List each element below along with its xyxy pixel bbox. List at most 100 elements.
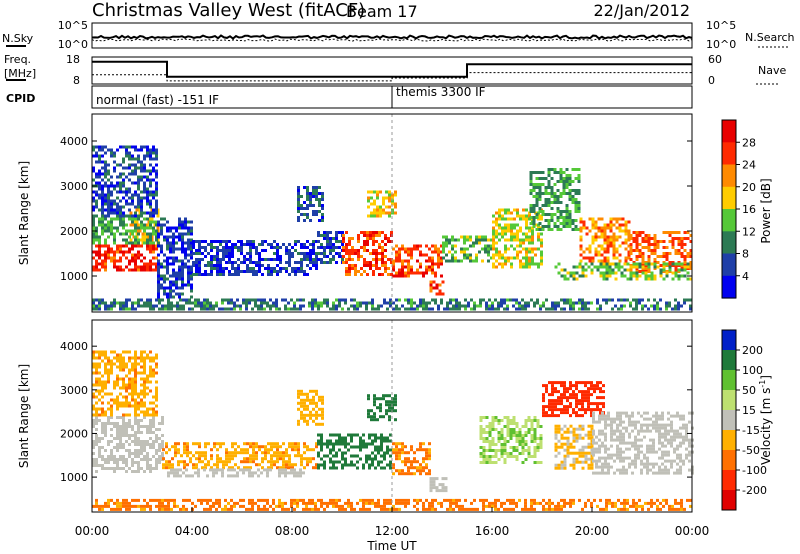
heatmap-cell — [128, 163, 131, 167]
heatmap-cell — [665, 307, 668, 311]
heatmap-cell — [181, 268, 184, 272]
heatmap-cell — [374, 454, 377, 458]
heatmap-cell — [635, 231, 639, 234]
heatmap-cell — [113, 383, 116, 387]
heatmap-cell — [255, 261, 258, 264]
heatmap-cell — [602, 262, 606, 266]
heatmap-cell — [487, 259, 490, 263]
heatmap-cell — [178, 295, 181, 299]
heatmap-cell — [341, 442, 344, 446]
heatmap-cell — [599, 262, 603, 266]
heatmap-cell — [515, 449, 519, 452]
heatmap-cell — [631, 420, 634, 424]
heatmap-cell — [515, 440, 519, 443]
heatmap-cell — [201, 240, 204, 243]
heatmap-cell — [437, 253, 440, 257]
heatmap-cell — [539, 307, 542, 311]
heatmap-cell — [386, 448, 389, 452]
heatmap-cell — [155, 404, 158, 408]
heatmap-cell — [598, 450, 601, 454]
heatmap-cell — [110, 202, 113, 206]
heatmap-cell — [550, 195, 554, 198]
heatmap-cell — [157, 259, 160, 263]
heatmap-cell — [332, 249, 335, 252]
heatmap-cell — [237, 273, 240, 276]
heatmap-cell — [668, 265, 672, 269]
heatmap-cell — [158, 455, 161, 458]
heatmap-cell — [116, 359, 119, 363]
heatmap-cell — [300, 267, 303, 270]
heatmap-cell — [113, 184, 116, 188]
heatmap-cell — [590, 457, 594, 461]
heatmap-cell — [149, 467, 152, 470]
heatmap-cell — [203, 301, 206, 305]
heatmap-cell — [181, 292, 184, 296]
heatmap-cell — [553, 192, 557, 195]
heatmap-cell — [553, 225, 557, 228]
heatmap-cell — [184, 250, 187, 254]
heatmap-cell — [179, 298, 182, 302]
heatmap-cell — [222, 249, 225, 252]
heatmap-cell — [608, 271, 612, 275]
heatmap-cell — [522, 256, 525, 260]
heatmap-cell — [378, 246, 381, 249]
heatmap-cell — [495, 217, 498, 221]
heatmap-cell — [125, 193, 128, 197]
heatmap-cell — [190, 289, 193, 293]
heatmap-cell — [659, 268, 663, 272]
heatmap-cell — [95, 470, 98, 473]
heatmap-cell — [194, 471, 197, 475]
heatmap-cell — [554, 433, 558, 437]
heatmap-cell — [210, 264, 213, 267]
heatmap-cell — [178, 226, 181, 230]
heatmap-cell — [157, 277, 160, 281]
heatmap-cell — [116, 353, 119, 357]
heatmap-cell — [677, 304, 680, 308]
heatmap-cell — [122, 368, 125, 372]
heatmap-cell — [101, 425, 104, 428]
heatmap-cell — [221, 301, 224, 305]
heatmap-cell — [140, 452, 143, 455]
heatmap-cell — [631, 444, 634, 448]
heatmap-cell — [604, 471, 607, 475]
heatmap-cell — [176, 304, 179, 308]
heatmap-cell — [347, 433, 350, 437]
heatmap-cell — [187, 268, 190, 272]
heatmap-cell — [449, 298, 452, 302]
heatmap-cell — [231, 442, 234, 446]
heatmap-cell — [622, 426, 625, 430]
heatmap-cell — [522, 262, 525, 266]
heatmap-cell — [503, 307, 506, 311]
heatmap-cell — [604, 426, 607, 430]
heatmap-cell — [146, 238, 149, 242]
heatmap-cell — [279, 258, 282, 261]
heatmap-cell — [419, 301, 422, 305]
heatmap-cell — [131, 434, 134, 437]
heatmap-cell — [219, 460, 222, 464]
heatmap-cell — [119, 404, 122, 408]
heatmap-cell — [575, 414, 578, 418]
heatmap-cell — [391, 406, 394, 410]
heatmap-cell — [119, 434, 122, 437]
heatmap-cell — [379, 214, 382, 218]
heatmap-cell — [671, 243, 675, 246]
heatmap-cell — [140, 244, 143, 248]
heatmap-cell — [300, 416, 303, 420]
heatmap-cell — [113, 401, 116, 405]
heatmap-cell — [107, 202, 110, 206]
heatmap-cell — [463, 250, 466, 254]
heatmap-cell — [198, 273, 201, 276]
heatmap-cell — [577, 228, 581, 231]
heatmap-cell — [632, 237, 636, 240]
heatmap-cell — [656, 261, 660, 264]
cpid-label: CPID — [6, 92, 35, 105]
heatmap-cell — [615, 220, 619, 224]
heatmap-cell — [165, 463, 168, 467]
heatmap-cell — [392, 463, 395, 467]
heatmap-cell — [178, 292, 181, 296]
heatmap-cell — [608, 268, 612, 272]
heatmap-cell — [160, 277, 163, 281]
heatmap-cell — [219, 457, 222, 461]
heatmap-cell — [137, 464, 140, 467]
heatmap-cell — [125, 154, 128, 158]
